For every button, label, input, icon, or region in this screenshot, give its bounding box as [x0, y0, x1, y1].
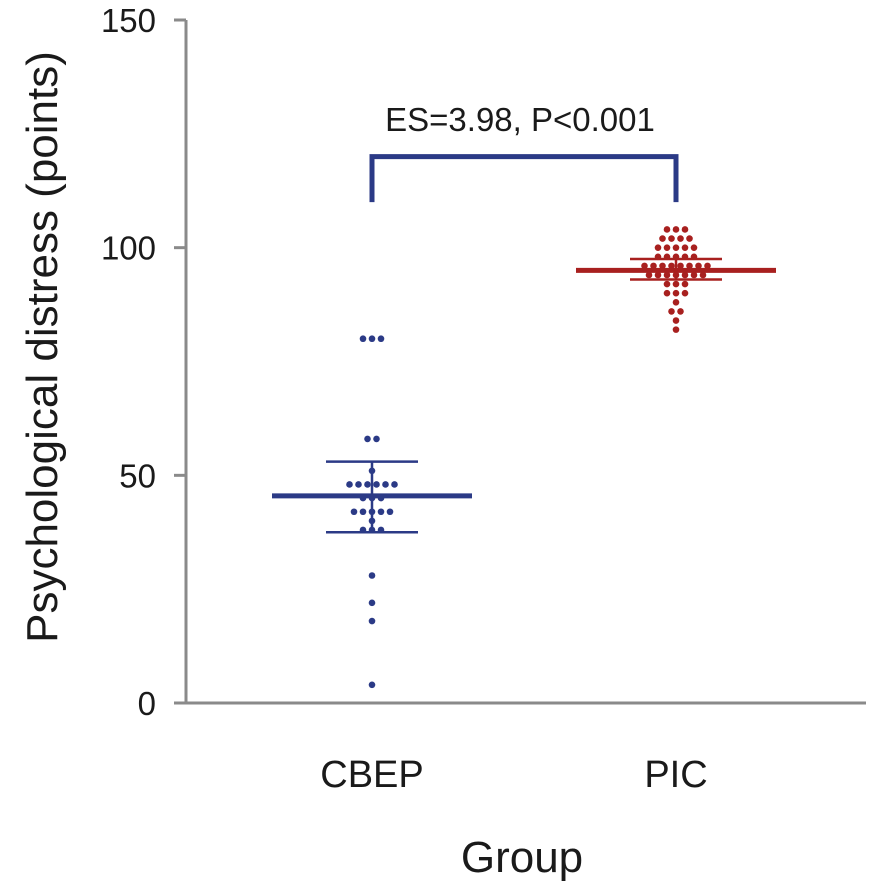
- data-point: [386, 508, 394, 516]
- data-point: [350, 508, 358, 516]
- data-point: [677, 308, 684, 315]
- x-axis-title: Group: [461, 833, 583, 882]
- data-point: [686, 235, 693, 242]
- data-point: [672, 289, 680, 297]
- data-point: [681, 280, 689, 288]
- data-point: [382, 481, 389, 488]
- bracket-line: [369, 154, 679, 203]
- data-point: [645, 271, 653, 279]
- axes: [184, 20, 866, 705]
- data-marks: [346, 226, 711, 689]
- x-tick-label: CBEP: [320, 754, 423, 796]
- data-point: [672, 326, 680, 333]
- y-tick-label: 100: [101, 230, 156, 267]
- data-point: [659, 262, 666, 270]
- data-point: [355, 481, 362, 488]
- data-point: [368, 617, 376, 625]
- y-tick-label: 0: [138, 685, 156, 722]
- data-point: [364, 481, 371, 488]
- data-point: [681, 271, 689, 279]
- category-labels: CBEP PIC: [320, 754, 707, 796]
- data-point: [681, 226, 689, 233]
- data-point: [654, 271, 662, 279]
- data-point: [672, 226, 680, 233]
- significance-bracket: [369, 154, 679, 203]
- data-point: [373, 435, 380, 443]
- data-point: [663, 289, 671, 297]
- data-point: [663, 244, 671, 251]
- data-point: [690, 271, 698, 279]
- data-point: [695, 262, 702, 270]
- data-point: [704, 262, 711, 270]
- data-point: [668, 262, 675, 270]
- data-point: [391, 481, 398, 488]
- data-point: [663, 271, 671, 279]
- data-point: [659, 235, 666, 242]
- data-point: [359, 335, 367, 343]
- data-point: [681, 244, 689, 251]
- data-point: [681, 289, 689, 297]
- data-point: [677, 235, 684, 242]
- y-ticks: 0 50 100 150: [101, 2, 186, 722]
- data-point: [677, 262, 684, 270]
- data-point: [663, 226, 671, 233]
- data-point: [672, 280, 680, 288]
- data-point: [650, 262, 657, 270]
- data-point: [672, 244, 680, 251]
- error-bars: [272, 257, 776, 534]
- y-tick-label: 150: [101, 2, 156, 39]
- data-point: [377, 335, 385, 343]
- data-point: [668, 235, 675, 242]
- x-tick-label: PIC: [644, 754, 707, 796]
- data-point: [368, 599, 376, 607]
- data-point: [686, 262, 693, 270]
- data-point: [668, 308, 675, 315]
- data-point: [368, 572, 376, 579]
- data-point: [373, 481, 380, 488]
- y-tick-label: 50: [119, 457, 156, 494]
- data-point: [672, 317, 680, 324]
- data-point: [654, 244, 662, 251]
- data-point: [368, 681, 376, 689]
- data-point: [364, 435, 371, 443]
- data-point: [359, 508, 367, 516]
- significance-annotation: ES=3.98, P<0.001: [385, 101, 655, 138]
- data-point: [368, 335, 376, 343]
- data-point: [346, 481, 353, 488]
- data-point: [699, 271, 707, 279]
- data-point: [377, 508, 385, 516]
- data-point: [641, 262, 648, 270]
- data-point: [672, 299, 680, 306]
- data-point: [663, 280, 671, 288]
- data-point: [690, 244, 698, 251]
- y-axis-title: Psychological distress (points): [18, 51, 67, 643]
